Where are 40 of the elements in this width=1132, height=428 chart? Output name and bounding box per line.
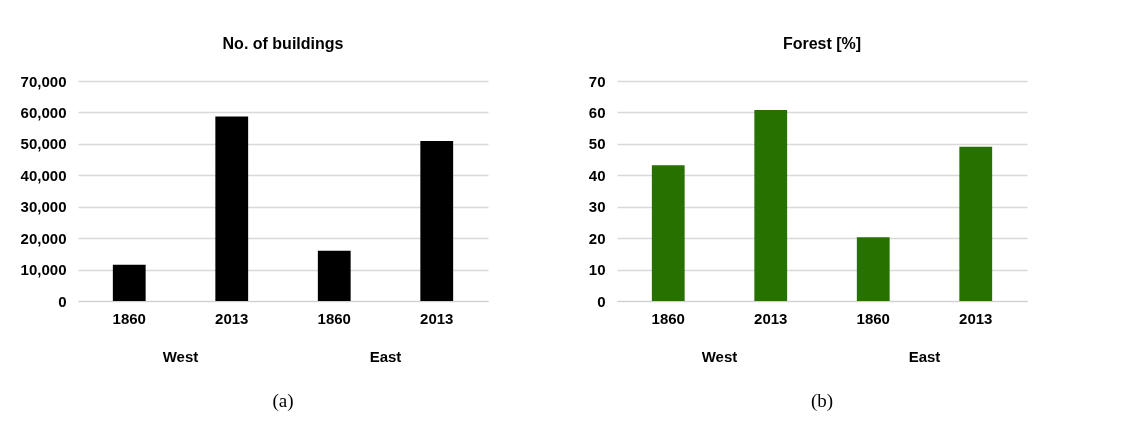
y-tick-label: 50 <box>588 135 606 153</box>
bar <box>754 109 788 301</box>
x-tick-label: 2013 <box>420 309 454 327</box>
bar <box>112 264 146 301</box>
x-tick-label: 1860 <box>112 309 146 327</box>
y-tick-label: 0 <box>597 292 606 310</box>
text: West <box>162 348 199 365</box>
text: East <box>908 348 941 365</box>
text: East <box>369 348 402 365</box>
y-tick-label: 60,000 <box>20 103 67 121</box>
chart-title: No. of buildings <box>222 35 344 52</box>
bar <box>215 116 249 301</box>
text: (a) <box>272 390 294 412</box>
y-tick-label: 30 <box>588 198 606 216</box>
chart-title: Forest [%] <box>782 35 862 52</box>
y-tick-label: 10 <box>588 261 606 279</box>
y-tick-label: 40 <box>588 166 606 184</box>
text: (b) <box>810 390 834 412</box>
bar <box>317 250 351 301</box>
y-tick-label: 40,000 <box>20 166 67 184</box>
y-tick-label: 60 <box>588 103 606 121</box>
y-tick-label: 70,000 <box>20 72 67 90</box>
bar <box>856 237 890 301</box>
bar <box>420 141 454 301</box>
x-tick-label: 1860 <box>651 309 685 327</box>
y-tick-label: 10,000 <box>20 261 67 279</box>
x-tick-label: 1860 <box>317 309 351 327</box>
y-tick-label: 50,000 <box>20 135 67 153</box>
y-tick-label: 20 <box>588 229 606 247</box>
x-tick-label: 2013 <box>959 309 993 327</box>
bar <box>651 165 685 301</box>
y-tick-label: 0 <box>58 292 67 310</box>
x-tick-label: 2013 <box>215 309 249 327</box>
y-tick-label: 70 <box>588 72 606 90</box>
y-tick-label: 20,000 <box>20 229 67 247</box>
y-tick-label: 30,000 <box>20 198 67 216</box>
x-tick-label: 2013 <box>754 309 788 327</box>
bar <box>959 146 993 301</box>
x-tick-label: 1860 <box>856 309 890 327</box>
text: West <box>701 348 738 365</box>
